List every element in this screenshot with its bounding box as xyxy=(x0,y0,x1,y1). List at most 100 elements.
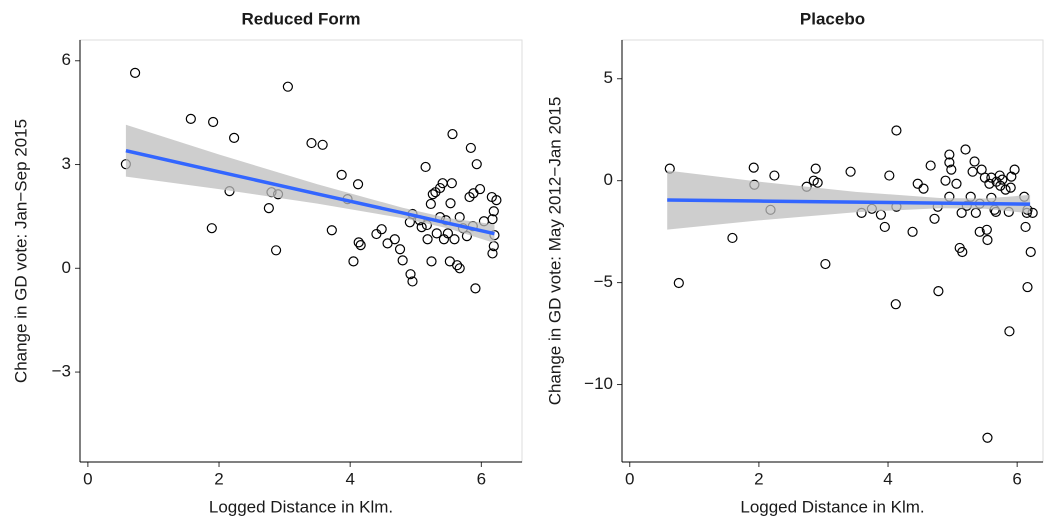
data-point xyxy=(306,137,317,149)
data-point xyxy=(389,234,400,245)
data-point xyxy=(1000,184,1011,195)
data-point xyxy=(487,248,498,259)
data-point xyxy=(355,240,366,251)
data-point xyxy=(981,224,992,235)
x-tick-label: 0 xyxy=(83,469,92,488)
x-axis-title: Logged Distance in Klm. xyxy=(740,497,924,516)
y-tick-label: −10 xyxy=(584,374,613,393)
data-point xyxy=(933,286,944,297)
data-point xyxy=(353,237,364,248)
data-point xyxy=(427,189,438,200)
data-point xyxy=(982,234,993,246)
data-point xyxy=(185,113,196,124)
data-point xyxy=(446,178,457,189)
data-point xyxy=(969,156,980,167)
data-point xyxy=(422,234,433,245)
data-point xyxy=(376,224,387,235)
data-point xyxy=(407,276,418,287)
data-point xyxy=(984,178,995,189)
data-point xyxy=(416,222,427,233)
data-point xyxy=(491,195,502,206)
data-point xyxy=(282,81,293,92)
y-tick-label: 0 xyxy=(604,170,613,189)
data-point xyxy=(420,161,431,173)
data-point xyxy=(929,213,940,224)
fit-line xyxy=(125,148,495,236)
data-point xyxy=(1006,171,1017,182)
data-point xyxy=(974,226,985,237)
data-point xyxy=(727,232,738,244)
data-point xyxy=(405,269,416,280)
chart-title: Placebo xyxy=(800,9,865,28)
data-point xyxy=(438,234,450,245)
data-point xyxy=(997,174,1008,185)
data-point xyxy=(465,142,476,154)
data-point xyxy=(845,166,856,177)
data-point xyxy=(470,283,481,294)
data-point xyxy=(426,256,437,267)
data-point xyxy=(925,160,936,171)
y-tick-label: −5 xyxy=(594,272,613,291)
confidence-band xyxy=(667,170,1031,230)
data-point xyxy=(471,159,482,170)
y-tick-label: 3 xyxy=(62,154,71,173)
data-point xyxy=(769,170,780,181)
x-tick-label: 2 xyxy=(214,469,223,488)
panel-border xyxy=(79,39,523,463)
data-point xyxy=(951,178,962,189)
data-point xyxy=(447,128,458,140)
x-tick-label: 6 xyxy=(1012,469,1021,488)
data-point xyxy=(208,116,219,128)
data-point xyxy=(944,149,955,160)
data-point xyxy=(884,170,895,181)
data-point xyxy=(940,175,951,186)
fit-line xyxy=(667,198,1031,206)
x-axis-title: Logged Distance in Klm. xyxy=(209,497,393,516)
y-axis-title: Change in GD vote: Jan−Sep 2015 xyxy=(11,119,30,383)
data-point xyxy=(957,246,968,258)
data-point xyxy=(474,183,486,195)
data-point xyxy=(348,256,359,267)
x-tick-label: 4 xyxy=(883,469,892,488)
y-tick-label: 0 xyxy=(62,258,71,277)
data-point xyxy=(487,214,498,225)
data-point xyxy=(336,169,347,181)
data-point xyxy=(270,245,282,256)
data-point xyxy=(444,256,455,267)
data-point xyxy=(129,67,141,78)
data-point xyxy=(434,182,446,194)
data-point xyxy=(1025,246,1036,258)
y-tick-label: 6 xyxy=(62,50,71,69)
x-tick-label: 6 xyxy=(477,469,486,488)
data-point xyxy=(1022,281,1033,293)
data-point xyxy=(891,125,902,136)
data-point xyxy=(317,139,328,150)
data-point xyxy=(982,432,993,443)
data-point xyxy=(445,198,456,209)
y-axis-title: Change in GD vote: May 2012−Jan 2015 xyxy=(545,97,564,406)
data-point xyxy=(1020,221,1031,233)
data-point xyxy=(454,263,465,274)
data-point xyxy=(1005,182,1016,193)
data-point xyxy=(820,258,831,270)
y-tick-label: −3 xyxy=(52,362,71,381)
data-point xyxy=(810,163,821,174)
data-point xyxy=(890,299,901,310)
data-point xyxy=(879,221,890,233)
data-point xyxy=(1009,164,1020,175)
y-tick-label: 5 xyxy=(604,68,613,87)
data-point xyxy=(1004,326,1015,337)
data-point xyxy=(960,144,971,155)
data-point xyxy=(946,164,957,175)
x-tick-label: 0 xyxy=(625,469,634,488)
data-point xyxy=(425,198,436,210)
data-point xyxy=(431,228,442,239)
x-tick-label: 4 xyxy=(345,469,354,488)
data-point xyxy=(907,226,918,237)
data-point xyxy=(944,157,955,168)
data-point xyxy=(449,234,460,245)
data-point xyxy=(229,132,240,143)
data-point xyxy=(488,206,499,217)
panel-border xyxy=(621,39,1044,463)
